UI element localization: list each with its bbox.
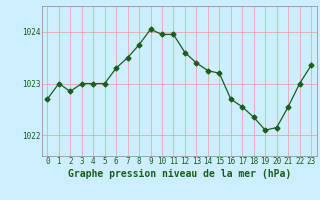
- X-axis label: Graphe pression niveau de la mer (hPa): Graphe pression niveau de la mer (hPa): [68, 169, 291, 179]
